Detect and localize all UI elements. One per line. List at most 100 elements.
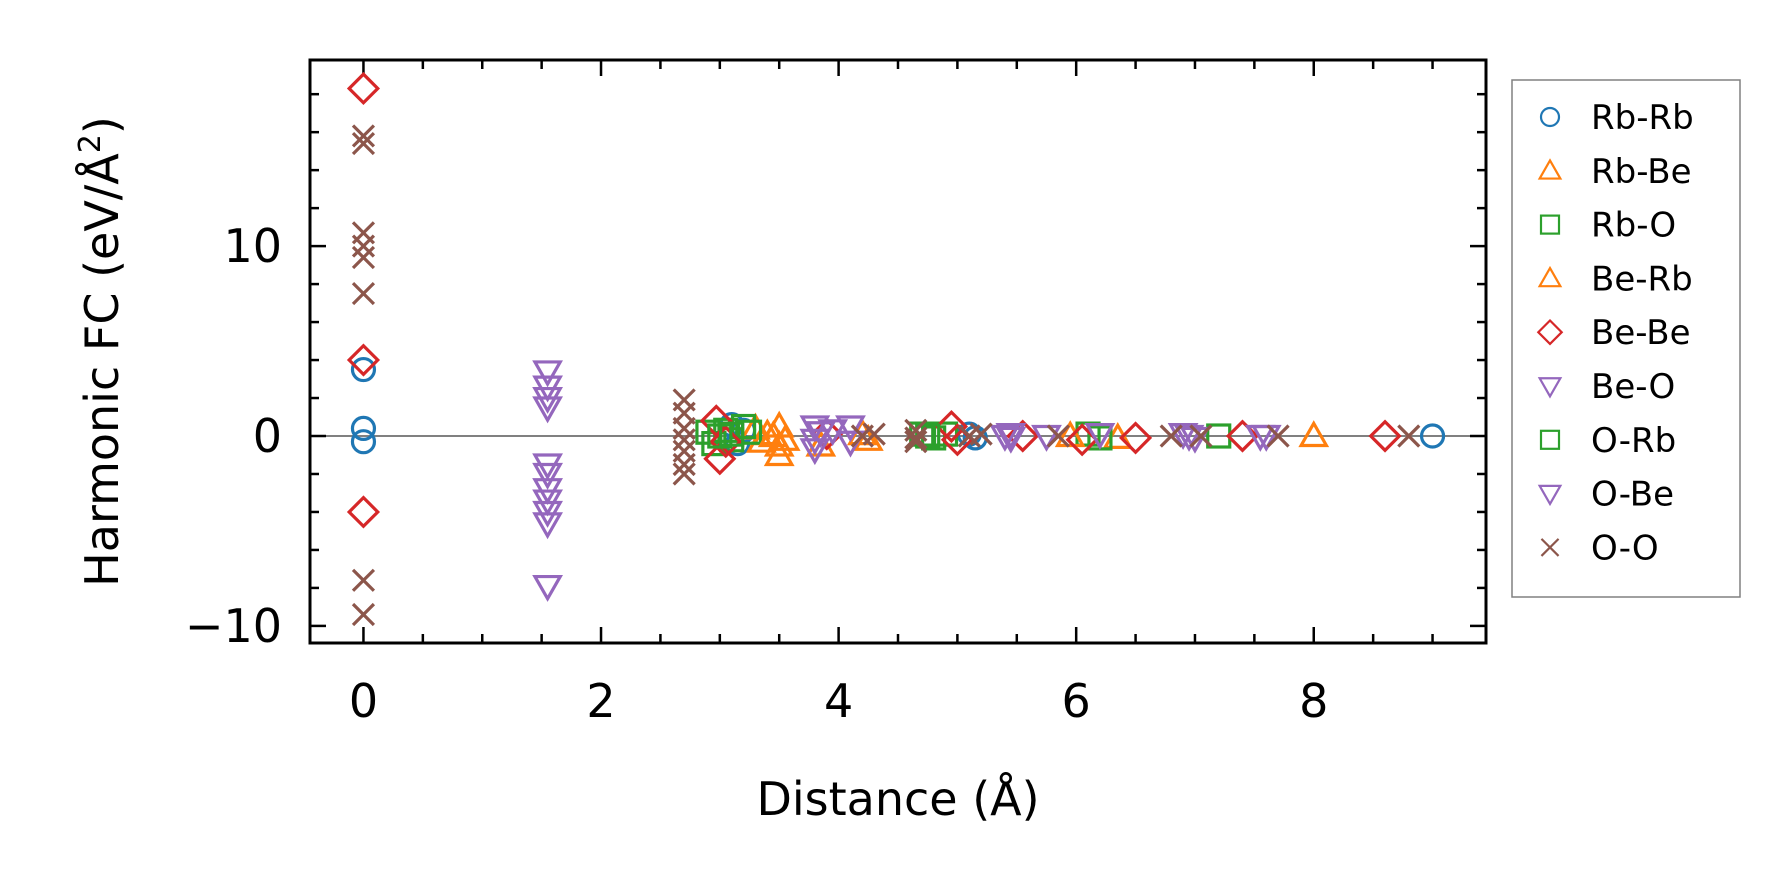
data-point [672, 416, 696, 440]
legend-item: Be-O [1537, 367, 1675, 407]
data-point [672, 428, 696, 452]
data-point [805, 429, 837, 457]
data-point [351, 602, 376, 627]
legend-marker [1539, 429, 1561, 450]
legend-box [1511, 79, 1741, 598]
data-point [1054, 420, 1086, 448]
data-point [904, 418, 928, 442]
data-point [1084, 423, 1116, 450]
data-point [351, 245, 376, 270]
y-axis-label-main: Harmonic FC (eV/Å [75, 153, 129, 587]
x-tick-label: 4 [824, 674, 853, 728]
data-point [989, 424, 1021, 452]
data-point [350, 415, 377, 442]
data-point [799, 438, 831, 466]
data-point [350, 356, 377, 383]
data-point [351, 124, 376, 148]
data-point [1266, 424, 1290, 448]
y-tick-label: 0 [253, 409, 282, 463]
data-point [351, 131, 376, 156]
legend-label: Rb-Rb [1591, 98, 1694, 138]
legend-item: O-Rb [1539, 421, 1676, 461]
legend-item: Rb-O [1539, 206, 1676, 246]
data-point [934, 409, 969, 444]
data-point [346, 343, 381, 377]
data-point [904, 430, 928, 454]
legend-label: O-Rb [1591, 421, 1676, 461]
data-point [532, 512, 563, 540]
data-point [351, 568, 376, 592]
data-point [769, 423, 801, 451]
x-tick-label: 0 [349, 674, 378, 728]
x-tick-label: 6 [1062, 674, 1091, 728]
data-point [1298, 420, 1330, 448]
data-point [1046, 424, 1070, 448]
y-tick-label: 10 [223, 219, 282, 273]
data-point [532, 574, 563, 602]
legend-marker [1536, 318, 1564, 346]
data-point [1189, 424, 1213, 448]
data-point [995, 423, 1027, 450]
data-point [346, 71, 381, 106]
legend-item: Rb-Rb [1539, 98, 1694, 138]
legend-marker [1539, 106, 1561, 128]
series-be-be [346, 71, 1402, 529]
data-point [1119, 421, 1153, 455]
data-point [672, 462, 696, 486]
data-point [1250, 424, 1282, 452]
legend-item: Be-Rb [1537, 259, 1693, 299]
x-tick-label: 8 [1299, 674, 1328, 728]
data-point [350, 429, 377, 455]
data-point [862, 422, 886, 446]
legend-marker [1537, 265, 1563, 288]
data-point [736, 419, 763, 445]
data-point [799, 415, 831, 443]
legend-item: O-O [1540, 528, 1659, 568]
data-point [805, 421, 837, 449]
data-point [904, 426, 928, 450]
y-tick-label: −10 [185, 599, 282, 653]
legend: Rb-Rb Rb-Be Rb-O Be-Rb Be-Be Be-O O-Rb O-Be O-O [1511, 79, 1741, 598]
legend-label: Rb-O [1591, 206, 1676, 246]
legend-label: Be-O [1591, 367, 1675, 407]
data-point [532, 360, 563, 388]
legend-label: Be-Be [1591, 313, 1691, 353]
legend-item: Rb-Be [1537, 152, 1692, 192]
data-point [1397, 424, 1421, 448]
data-point [351, 281, 376, 306]
y-axis-label-close: ) [75, 116, 129, 134]
data-point [672, 452, 696, 477]
y-axis-label: Harmonic FC (eV/Å2) [73, 116, 129, 587]
data-point [346, 495, 381, 529]
series-o-o [351, 124, 1421, 627]
legend-item: O-Be [1537, 475, 1674, 515]
x-axis-label: Distance (Å) [756, 772, 1039, 826]
legend-label: O-O [1591, 528, 1659, 568]
series-o-be [805, 421, 1205, 452]
series-be-o [532, 360, 1282, 602]
data-point [995, 426, 1027, 454]
legend-marker [1537, 484, 1563, 507]
legend-label: Be-Rb [1591, 259, 1693, 299]
tick-labels: 0 2 4 6 8 −10 0 10 [185, 219, 1328, 728]
plot-frame [308, 58, 1488, 645]
data-point [709, 425, 743, 459]
legend-marker [1540, 538, 1560, 557]
data-point [1031, 424, 1062, 452]
y-axis-label-superscript: 2 [73, 134, 108, 153]
data-point [1159, 424, 1183, 448]
data-point [719, 421, 745, 447]
legend-item: Be-Be [1536, 313, 1691, 353]
data-point [835, 415, 866, 443]
data-point [351, 234, 376, 258]
legend-label: O-Be [1591, 475, 1674, 515]
data-points [346, 71, 1446, 627]
x-tick-label: 2 [586, 674, 615, 728]
data-point [969, 422, 993, 446]
data-point [532, 462, 563, 490]
legend-marker [1537, 158, 1563, 180]
data-point [1173, 424, 1205, 452]
data-point [1167, 423, 1199, 450]
